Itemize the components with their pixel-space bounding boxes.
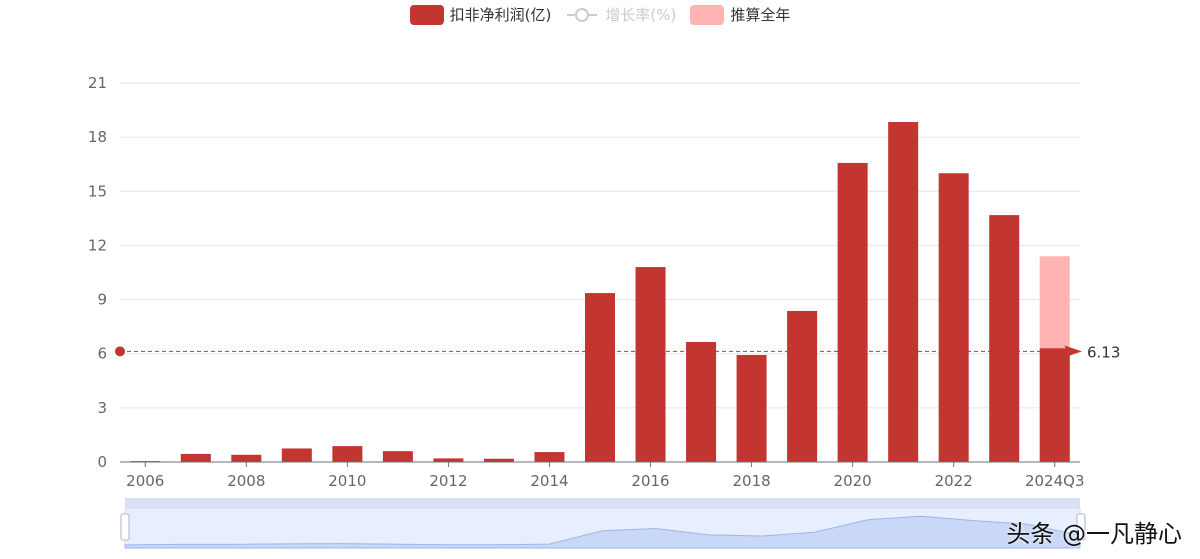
x-tick-label: 2016 <box>631 472 669 490</box>
x-tick-label: 2012 <box>429 472 467 490</box>
legend-label: 扣非净利润(亿) <box>449 6 552 24</box>
y-tick-label: 18 <box>88 128 107 146</box>
mark-line-label: 6.13 <box>1087 343 1120 361</box>
datazoom-handle-bar <box>125 498 1080 508</box>
x-tick-label: 2006 <box>126 472 164 490</box>
legend-item[interactable]: 扣非净利润(亿) <box>409 4 552 25</box>
bar <box>938 173 969 462</box>
bar <box>180 453 211 462</box>
y-tick-label: 21 <box>88 74 107 92</box>
bar <box>433 458 464 462</box>
bar <box>281 448 312 462</box>
datazoom-left-handle[interactable] <box>120 513 130 541</box>
legend-line-icon <box>567 7 598 22</box>
x-tick-label: 2014 <box>530 472 568 490</box>
x-tick-label: 2018 <box>732 472 770 490</box>
y-tick-label: 0 <box>97 453 107 471</box>
y-tick-label: 6 <box>97 345 107 363</box>
x-tick-label: 2010 <box>328 472 366 490</box>
y-tick-label: 15 <box>88 182 107 200</box>
bar <box>382 451 413 462</box>
bar <box>635 267 666 462</box>
watermark: 头条 @一凡静心 <box>1006 520 1182 548</box>
y-tick-label: 9 <box>97 291 107 309</box>
bar <box>736 354 767 462</box>
legend-swatch <box>690 4 725 25</box>
legend-item[interactable]: 增长率(%) <box>565 4 676 25</box>
datazoom-preview <box>124 515 1081 549</box>
x-tick-label: 2020 <box>834 472 872 490</box>
bar <box>837 162 868 462</box>
legend-label: 推算全年 <box>730 6 791 24</box>
bar <box>483 458 514 462</box>
bar <box>534 452 565 462</box>
datazoom-right-handle[interactable] <box>1076 513 1086 541</box>
bar <box>888 121 919 463</box>
legend-item[interactable]: 推算全年 <box>690 4 790 25</box>
bar <box>332 446 363 462</box>
y-tick-label: 3 <box>97 399 107 417</box>
x-tick-label: 2008 <box>227 472 265 490</box>
bar <box>1039 348 1070 462</box>
legend: 扣非净利润(亿) 增长率(%) 推算全年 <box>0 4 1200 25</box>
legend-swatch <box>409 4 444 25</box>
legend-label: 增长率(%) <box>605 6 677 24</box>
bar <box>686 341 717 462</box>
bar <box>585 293 615 462</box>
x-tick-label: 2024Q3 <box>1025 472 1085 490</box>
bar <box>989 215 1020 462</box>
bar <box>231 454 262 462</box>
bar <box>787 310 818 462</box>
y-tick-label: 12 <box>88 236 107 254</box>
x-tick-label: 2022 <box>935 472 973 490</box>
mark-line-arrow <box>1064 345 1082 358</box>
